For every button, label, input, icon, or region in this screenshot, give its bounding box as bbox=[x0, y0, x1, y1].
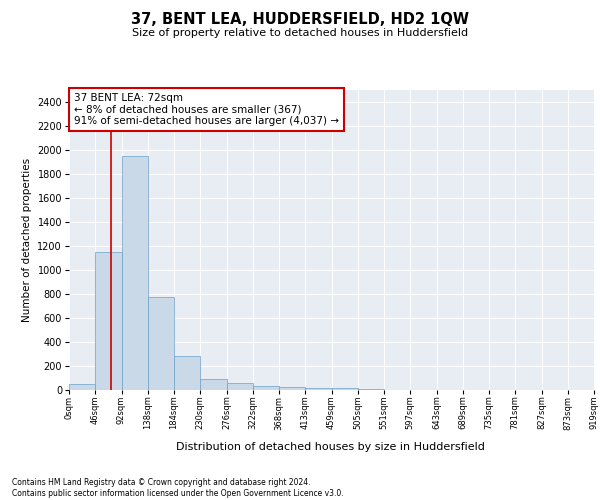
Bar bbox=[279, 387, 305, 390]
Bar bbox=[331, 388, 358, 390]
Bar bbox=[148, 297, 174, 390]
Y-axis label: Number of detached properties: Number of detached properties bbox=[22, 158, 32, 322]
Bar bbox=[174, 356, 200, 390]
Bar bbox=[95, 252, 121, 390]
Bar bbox=[121, 156, 148, 390]
Text: 37 BENT LEA: 72sqm
← 8% of detached houses are smaller (367)
91% of semi-detache: 37 BENT LEA: 72sqm ← 8% of detached hous… bbox=[74, 93, 339, 126]
Bar bbox=[305, 388, 331, 390]
Bar bbox=[253, 386, 279, 390]
Text: Size of property relative to detached houses in Huddersfield: Size of property relative to detached ho… bbox=[132, 28, 468, 38]
Bar bbox=[200, 379, 227, 390]
Bar bbox=[227, 384, 253, 390]
Bar bbox=[69, 384, 95, 390]
Text: Distribution of detached houses by size in Huddersfield: Distribution of detached houses by size … bbox=[176, 442, 484, 452]
Text: Contains HM Land Registry data © Crown copyright and database right 2024.
Contai: Contains HM Land Registry data © Crown c… bbox=[12, 478, 344, 498]
Text: 37, BENT LEA, HUDDERSFIELD, HD2 1QW: 37, BENT LEA, HUDDERSFIELD, HD2 1QW bbox=[131, 12, 469, 28]
